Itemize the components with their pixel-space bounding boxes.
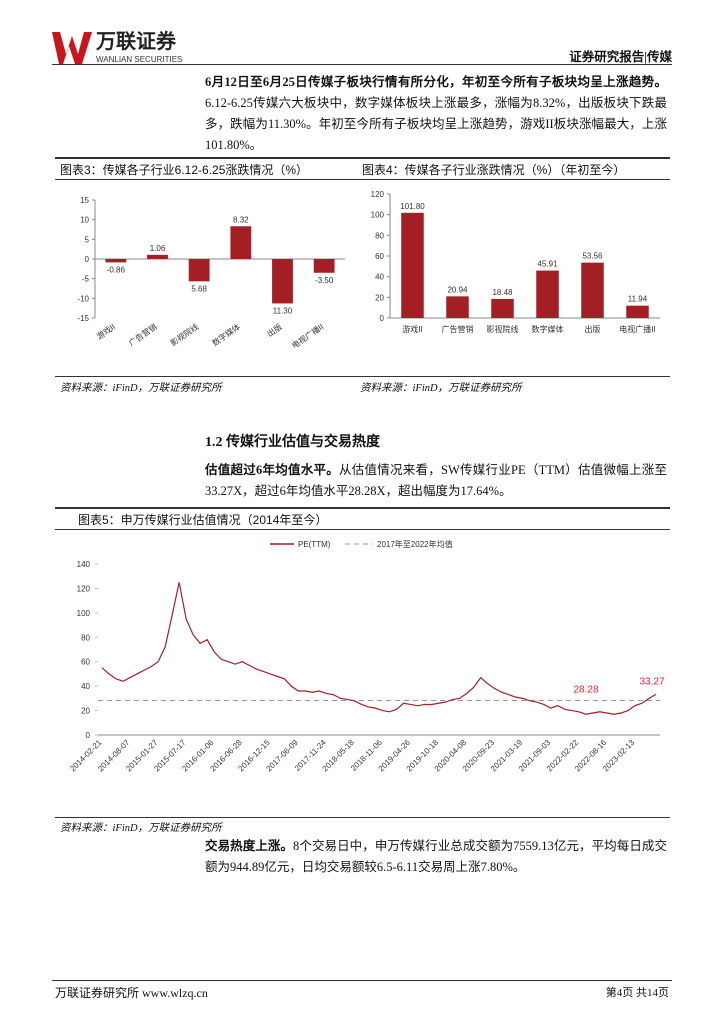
y-tick-label: 5 xyxy=(85,235,90,244)
bar xyxy=(401,212,424,318)
footer-right: 第4页 共14页 xyxy=(605,987,669,999)
section-heading: 1.2 传媒行业估值与交易热度 xyxy=(205,435,380,450)
value-label: -0.86 xyxy=(107,265,126,274)
y-tick-label: -10 xyxy=(77,294,89,303)
logo: 万联证券 WANLIAN SECURITIES xyxy=(52,30,182,64)
y-tick-label: 20 xyxy=(81,707,90,716)
logo-en: WANLIAN SECURITIES xyxy=(96,55,182,64)
source: 资料来源：iFinD，万联证券研究所 xyxy=(360,383,522,394)
chart: -15 -10 -5 0 5 10 15 -0.86 游戏II 1.06 广告营销 5.68 影视院线 8… xyxy=(77,196,345,351)
value-label: -3.50 xyxy=(315,276,334,285)
logo-mark xyxy=(52,32,92,64)
report-tag: 证券研究报告|传媒 xyxy=(569,50,672,64)
x-tick-label: 出版 xyxy=(265,321,284,338)
y-tick-label: 60 xyxy=(81,658,90,667)
y-tick-label: 120 xyxy=(371,190,385,199)
y-tick-label: 140 xyxy=(77,560,91,569)
y-tick-label: 40 xyxy=(375,273,384,282)
value-label: 101.80 xyxy=(400,202,425,211)
y-tick-label: 10 xyxy=(80,216,89,225)
source: 资料来源：iFinD，万联证券研究所 xyxy=(60,383,222,394)
y-tick-label: 0 xyxy=(86,731,91,740)
header-rule xyxy=(52,64,672,65)
bar xyxy=(313,259,335,273)
paragraph: 交易热度上涨。8个交易日中，申万传媒行业总成交额为7559.13亿元，平均每日成… xyxy=(205,836,667,878)
value-label: 45.91 xyxy=(537,260,558,269)
x-tick-label: 广告营销 xyxy=(127,321,159,348)
bar xyxy=(105,259,127,263)
value-label: 8.32 xyxy=(233,215,249,224)
bar xyxy=(188,259,210,282)
y-tick-label: 40 xyxy=(81,682,90,691)
bar xyxy=(147,254,168,259)
end-label: 33.27 xyxy=(639,676,664,687)
y-tick-label: 0 xyxy=(85,255,90,264)
y-tick-label: 80 xyxy=(81,633,90,642)
figure-rule xyxy=(55,157,670,159)
value-label: 18.48 xyxy=(492,288,513,297)
y-tick-label: 100 xyxy=(77,609,91,618)
source: 资料来源：iFinD，万联证券研究所 xyxy=(60,823,222,834)
figure-rule xyxy=(55,507,670,509)
x-tick-label: 出版 xyxy=(585,324,601,334)
bar xyxy=(272,259,293,304)
y-tick-label: -5 xyxy=(82,275,90,284)
x-tick-label: 数字媒体 xyxy=(210,321,242,348)
x-tick-label: 影视院线 xyxy=(487,324,519,334)
y-tick-label: 80 xyxy=(375,231,384,240)
legend-label: PE(TTM) xyxy=(298,540,331,549)
figure-title: 图表4：传媒各子行业涨跌情况（%）（年初至今） xyxy=(362,163,626,177)
y-tick-label: 120 xyxy=(77,584,91,593)
x-tick-label: 电视广播II xyxy=(290,321,326,350)
paragraph-text: 8个交易日中，申万传媒行业总成交额为7559.13亿元，平均每日成交额为944.… xyxy=(205,839,667,874)
figure-rule xyxy=(55,376,670,377)
figure-title: 图表5：申万传媒行业估值情况（2014年至今） xyxy=(78,513,328,527)
paragraph-text: 从估值情况来看，SW传媒行业PE（TTM）估值微幅上涨至33.27X，超过6年均… xyxy=(205,463,667,498)
paragraph-text: 6.12-6.25传媒六大板块中，数字媒体板块上涨最多，涨幅为8.32%，出版板… xyxy=(205,96,667,152)
y-tick-label: -15 xyxy=(77,314,89,323)
y-tick-label: 60 xyxy=(375,252,384,261)
chart: 0 20 40 60 80 100 120 101.80 游戏II 20.94 广告营销 18.48 影… xyxy=(371,190,660,334)
paragraph-lead: 交易热度上涨。 xyxy=(205,839,294,853)
x-tick-label: 游戏II xyxy=(402,324,422,334)
footer-rule xyxy=(52,980,672,981)
line xyxy=(101,582,657,715)
logo-name: 万联证券 xyxy=(95,30,177,53)
figure-rule xyxy=(55,529,670,530)
paragraph: 6月12日至6月25日传媒子板块行情有所分化，年初至今所有子板块均呈上涨趋势。 6… xyxy=(205,72,667,156)
x-tick-label: 数字媒体 xyxy=(532,324,564,334)
value-label: 11.94 xyxy=(628,295,648,304)
bar xyxy=(446,296,469,318)
y-tick-label: 0 xyxy=(380,314,385,323)
bar xyxy=(581,262,604,318)
paragraph-lead: 估值超过6年均值水平。 xyxy=(205,463,340,477)
legend-label: 2017年至2022年均值 xyxy=(377,539,453,549)
bar xyxy=(626,305,649,318)
x-tick-label: 影视院线 xyxy=(168,321,200,348)
y-tick-label: 100 xyxy=(371,211,385,220)
bar xyxy=(230,226,252,259)
reference-label: 28.28 xyxy=(573,684,598,695)
y-tick-label: 15 xyxy=(80,196,89,205)
footer-left: 万联证券研究所 www.wlzq.cn xyxy=(55,986,208,1000)
x-tick-label: 游戏II xyxy=(94,321,116,341)
y-tick-label: 20 xyxy=(375,293,384,302)
paragraph-lead: 6月12日至6月25日传媒子板块行情有所分化，年初至今所有子板块均呈上涨趋势。 xyxy=(205,75,667,89)
value-label: 1.06 xyxy=(150,244,166,253)
chart: 0204060801001201402014-02-212014-08-0720… xyxy=(68,539,665,773)
figure-rule xyxy=(55,179,670,180)
figure-rule xyxy=(55,817,670,818)
paragraph: 估值超过6年均值水平。从估值情况来看，SW传媒行业PE（TTM）估值微幅上涨至3… xyxy=(205,460,667,502)
x-tick-label: 广告营销 xyxy=(442,324,474,334)
bar xyxy=(536,270,559,318)
figure-title: 图表3：传媒各子行业6.12-6.25涨跌情况（%） xyxy=(60,163,309,177)
x-tick-label: 电视广播II xyxy=(619,324,655,334)
value-label: 20.94 xyxy=(447,285,468,294)
value-label: 5.68 xyxy=(191,284,207,293)
bar xyxy=(491,298,514,318)
value-label: 53.56 xyxy=(582,252,603,261)
value-label: 11.30 xyxy=(273,306,293,315)
